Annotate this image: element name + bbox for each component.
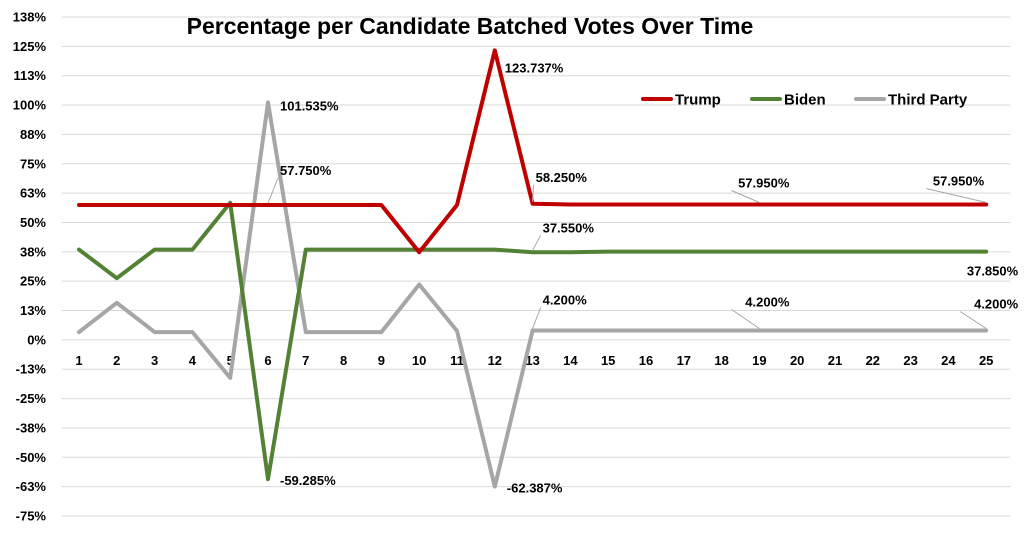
data-label-leader [959,311,987,329]
x-tick-label: 17 [677,353,691,368]
y-tick-label: -25% [16,391,47,406]
data-label: 37.850% [967,264,1019,279]
x-tick-label: 18 [714,353,728,368]
y-tick-label: -50% [16,450,47,465]
x-tick-label: 20 [790,353,804,368]
x-tick-label: 3 [151,353,158,368]
data-label: 58.250% [536,170,588,185]
y-tick-label: 88% [20,127,46,142]
legend: Trump Biden Third Party [641,92,968,109]
y-tick-label: 25% [20,274,46,289]
x-tick-label: 8 [340,353,347,368]
x-tick-label: 5 [227,353,234,368]
x-tick-label: 23 [903,353,917,368]
y-tick-label: 75% [20,156,46,171]
data-labels: 101.535% 57.750% -59.285% 123.737% -62.387% 5… [267,60,1019,495]
x-tick-label: 7 [302,353,309,368]
y-tick-label: 100% [13,98,47,113]
x-tick-label: 25 [979,353,993,368]
y-tick-label: 113% [13,68,46,83]
y-axis-ticks: 138% 125% 113% 100% 88% 75% 63% 50% 38% 25% 13% 0% -… [13,10,47,524]
x-tick-label: 12 [488,353,502,368]
x-tick-label: 13 [525,353,539,368]
x-tick-label: 10 [412,353,426,368]
x-tick-label: 6 [264,353,271,368]
data-label-leader [532,184,535,202]
y-tick-label: 125% [13,39,47,54]
data-label: 4.200% [543,292,588,307]
data-label-leader [532,235,542,251]
x-tick-label: 21 [828,353,842,368]
data-label-leader [926,188,987,203]
series-line-biden [77,200,989,482]
x-tick-label: 15 [601,353,615,368]
data-label: 37.550% [543,220,595,235]
y-tick-label: -13% [16,362,47,377]
x-tick-label: 9 [378,353,385,368]
y-tick-label: -63% [16,479,47,494]
x-tick-label: 14 [563,353,578,368]
y-tick-label: 38% [20,244,46,259]
x-tick-label: 22 [866,353,880,368]
x-tick-label: 16 [639,353,653,368]
x-tick-label: 2 [113,353,120,368]
x-tick-label: 19 [752,353,766,368]
y-tick-label: 0% [27,332,46,347]
y-tick-label: -38% [16,420,47,435]
data-label-leader [731,309,760,329]
y-tick-label: 13% [20,303,46,318]
data-label-leader [267,177,279,204]
data-label: -62.387% [507,480,563,495]
data-label: 57.950% [933,174,985,189]
y-tick-label: -75% [16,509,47,524]
data-label: 123.737% [505,60,564,75]
x-tick-label: 24 [941,353,956,368]
gridlines [62,16,1010,517]
series-line-third-party [77,100,989,489]
y-tick-label: 50% [20,215,46,230]
data-label: 4.200% [745,294,790,309]
data-label: -59.285% [280,473,336,488]
x-tick-label: 4 [189,353,197,368]
legend-label-trump: Trump [675,92,721,109]
legend-label-biden: Biden [784,92,826,109]
series-line-trump [77,48,989,255]
legend-label-third-party: Third Party [888,92,968,109]
y-tick-label: 63% [20,186,46,201]
series-lines [77,48,989,489]
data-label-leader [731,190,760,203]
x-tick-label: 1 [75,353,82,368]
x-axis-ticks: 1 2 3 4 5 6 7 8 9 10 11 12 13 14 15 16 17 18 19 20 21 22 23 24 2… [75,353,993,368]
data-label: 101.535% [280,98,339,113]
data-label: 4.200% [974,296,1019,311]
data-label: 57.750% [280,163,332,178]
y-tick-label: 138% [13,10,47,25]
x-tick-label: 11 [450,353,464,368]
data-label: 57.950% [738,176,790,191]
data-label-leader [532,307,542,329]
